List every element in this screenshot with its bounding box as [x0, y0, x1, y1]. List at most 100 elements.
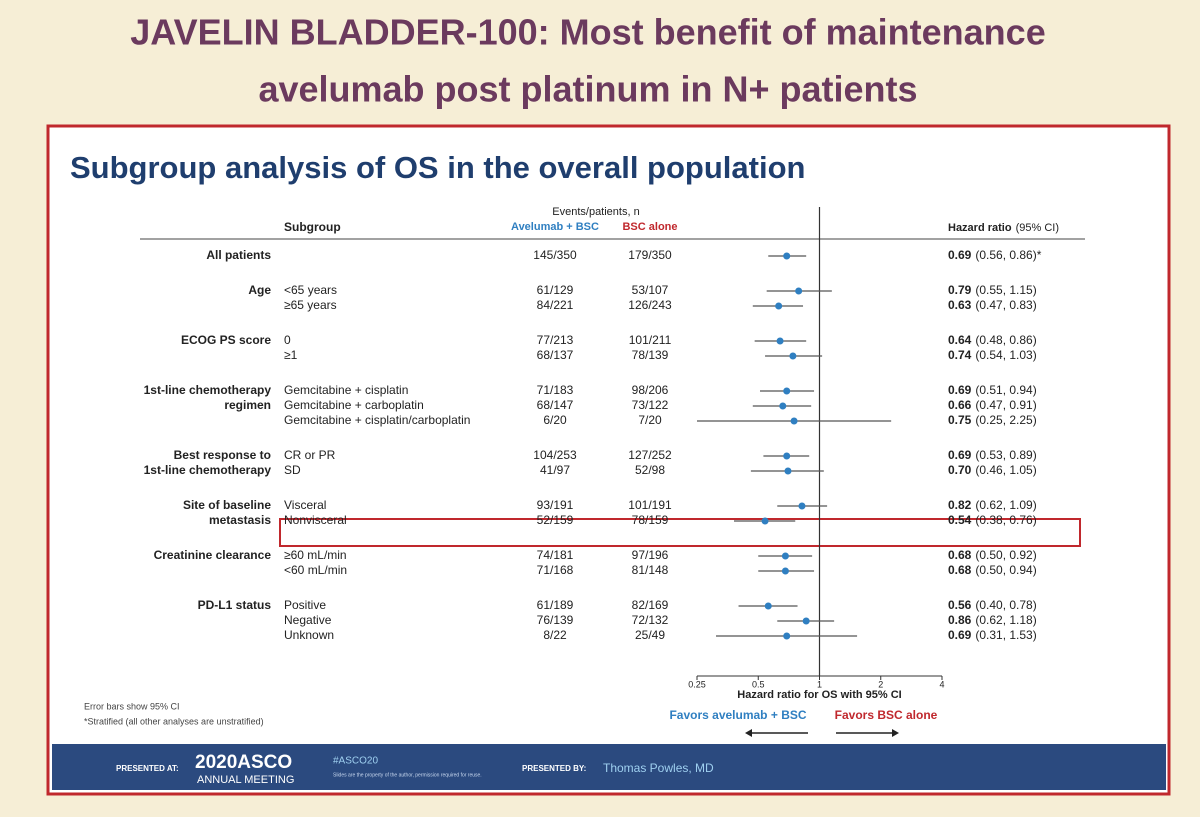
hr-ci: (0.31, 1.53) — [975, 628, 1036, 642]
events-bsc: 53/107 — [632, 283, 669, 297]
events-bsc: 127/252 — [628, 448, 672, 462]
hr-point — [784, 467, 792, 475]
hr-text: 0.63 (0.47, 0.83) — [948, 298, 1037, 312]
hr-ci: (0.54, 1.03) — [975, 348, 1036, 362]
events-avelumab: 68/137 — [537, 348, 574, 362]
hr-ci: (0.38, 0.76) — [975, 513, 1036, 527]
favors-left: Favors avelumab + BSC — [669, 708, 806, 722]
x-tick-label: 4 — [939, 679, 944, 689]
hr-point — [764, 602, 772, 610]
events-bsc: 101/211 — [629, 333, 672, 347]
footer-hashtag: #ASCO20 — [333, 756, 378, 767]
hr-point — [783, 387, 791, 395]
hr-point — [789, 352, 797, 360]
hr-value: 0.66 — [948, 398, 972, 412]
subgroup-label: Nonvisceral — [284, 513, 347, 527]
events-bsc: 78/139 — [632, 348, 669, 362]
events-avelumab: 74/181 — [537, 548, 574, 562]
group-label: All patients — [206, 248, 271, 262]
hr-ci: (0.62, 1.18) — [975, 613, 1036, 627]
hr-text: 0.74 (0.54, 1.03) — [948, 348, 1037, 362]
highlight-box — [279, 518, 1081, 547]
hr-ci: (0.50, 0.92) — [975, 548, 1036, 562]
hr-ci: (0.62, 1.09) — [975, 498, 1036, 512]
arrow-head — [745, 729, 752, 737]
hr-ci: (0.50, 0.94) — [975, 563, 1036, 577]
hr-point — [775, 302, 783, 310]
favors-right: Favors BSC alone — [835, 708, 938, 722]
slide-frame — [46, 124, 1171, 796]
headline: JAVELIN BLADDER-100: Most benefit of mai… — [130, 12, 1045, 53]
events-avelumab: 71/168 — [537, 563, 574, 577]
hr-text: 0.56 (0.40, 0.78) — [948, 598, 1037, 612]
x-tick-label: 0.25 — [688, 679, 706, 689]
column-header-ci: (95% CI) — [1016, 222, 1059, 234]
group-label: 1st-line chemotherapy — [144, 463, 272, 477]
group-label: 1st-line chemotherapy — [144, 383, 272, 397]
events-avelumab: 68/147 — [537, 398, 574, 412]
x-tick-label: 2 — [878, 679, 883, 689]
hr-ci: (0.40, 0.78) — [975, 598, 1036, 612]
hr-text: 0.69 (0.53, 0.89) — [948, 448, 1037, 462]
events-bsc: 78/159 — [632, 513, 669, 527]
footnote: Error bars show 95% CI — [84, 701, 180, 711]
hr-text: 0.69 (0.56, 0.86)* — [948, 248, 1042, 262]
hr-ci: (0.56, 0.86)* — [975, 248, 1041, 262]
hr-text: 0.79 (0.55, 1.15) — [948, 283, 1037, 297]
footer-band — [52, 744, 1166, 790]
events-bsc: 101/191 — [628, 498, 672, 512]
subgroup-label: <60 mL/min — [284, 563, 347, 577]
events-avelumab: 77/213 — [537, 333, 574, 347]
group-label: regimen — [224, 398, 271, 412]
hr-point — [783, 252, 791, 260]
hr-value: 0.82 — [948, 498, 972, 512]
group-label: Best response to — [174, 448, 271, 462]
events-avelumab: 6/20 — [543, 413, 567, 427]
events-avelumab: 104/253 — [533, 448, 577, 462]
hr-text: 0.68 (0.50, 0.92) — [948, 548, 1037, 562]
hr-text: 0.70 (0.46, 1.05) — [948, 463, 1037, 477]
footer-note: Slides are the property of the author, p… — [333, 772, 482, 778]
hr-text: 0.66 (0.47, 0.91) — [948, 398, 1037, 412]
events-bsc: 97/196 — [632, 548, 669, 562]
events-bsc: 81/148 — [632, 563, 669, 577]
hr-text: 0.64 (0.48, 0.86) — [948, 333, 1037, 347]
x-axis-label: Hazard ratio for OS with 95% CI — [737, 689, 901, 701]
hr-text: 0.69 (0.51, 0.94) — [948, 383, 1037, 397]
hr-value: 0.70 — [948, 463, 972, 477]
hr-ci: (0.47, 0.83) — [975, 298, 1036, 312]
hr-value: 0.69 — [948, 448, 972, 462]
events-avelumab: 93/191 — [537, 498, 574, 512]
hr-ci: (0.53, 0.89) — [975, 448, 1036, 462]
hr-point — [776, 337, 784, 345]
hr-point — [795, 287, 803, 295]
events-avelumab: 41/97 — [540, 463, 570, 477]
hr-ci: (0.47, 0.91) — [975, 398, 1036, 412]
group-label: Site of baseline — [183, 498, 271, 512]
hr-text: 0.82 (0.62, 1.09) — [948, 498, 1037, 512]
subgroup-label: Unknown — [284, 628, 334, 642]
events-avelumab: 61/129 — [537, 283, 574, 297]
events-bsc: 52/98 — [635, 463, 665, 477]
hr-text: 0.54 (0.38, 0.76) — [948, 513, 1037, 527]
hr-value: 0.54 — [948, 513, 972, 527]
footer-presenter: Thomas Powles, MD — [603, 761, 714, 775]
subgroup-label: Gemcitabine + carboplatin — [284, 398, 424, 412]
hr-value: 0.75 — [948, 413, 972, 427]
hr-value: 0.79 — [948, 283, 972, 297]
subgroup-label: Positive — [284, 598, 326, 612]
group-label: Age — [248, 283, 271, 297]
events-avelumab: 8/22 — [543, 628, 567, 642]
events-avelumab: 52/159 — [537, 513, 574, 527]
hr-ci: (0.51, 0.94) — [975, 383, 1036, 397]
subgroup-label: Negative — [284, 613, 332, 627]
x-tick-label: 0.5 — [752, 679, 765, 689]
hr-value: 0.56 — [948, 598, 972, 612]
chart-title: Subgroup analysis of OS in the overall p… — [70, 150, 805, 185]
subgroup-label: <65 years — [284, 283, 337, 297]
x-tick-label: 1 — [817, 679, 822, 689]
column-header: Hazard ratio (95% CI) — [948, 222, 1059, 234]
column-header-bold: Hazard ratio — [948, 222, 1012, 234]
subgroup-label: SD — [284, 463, 301, 477]
